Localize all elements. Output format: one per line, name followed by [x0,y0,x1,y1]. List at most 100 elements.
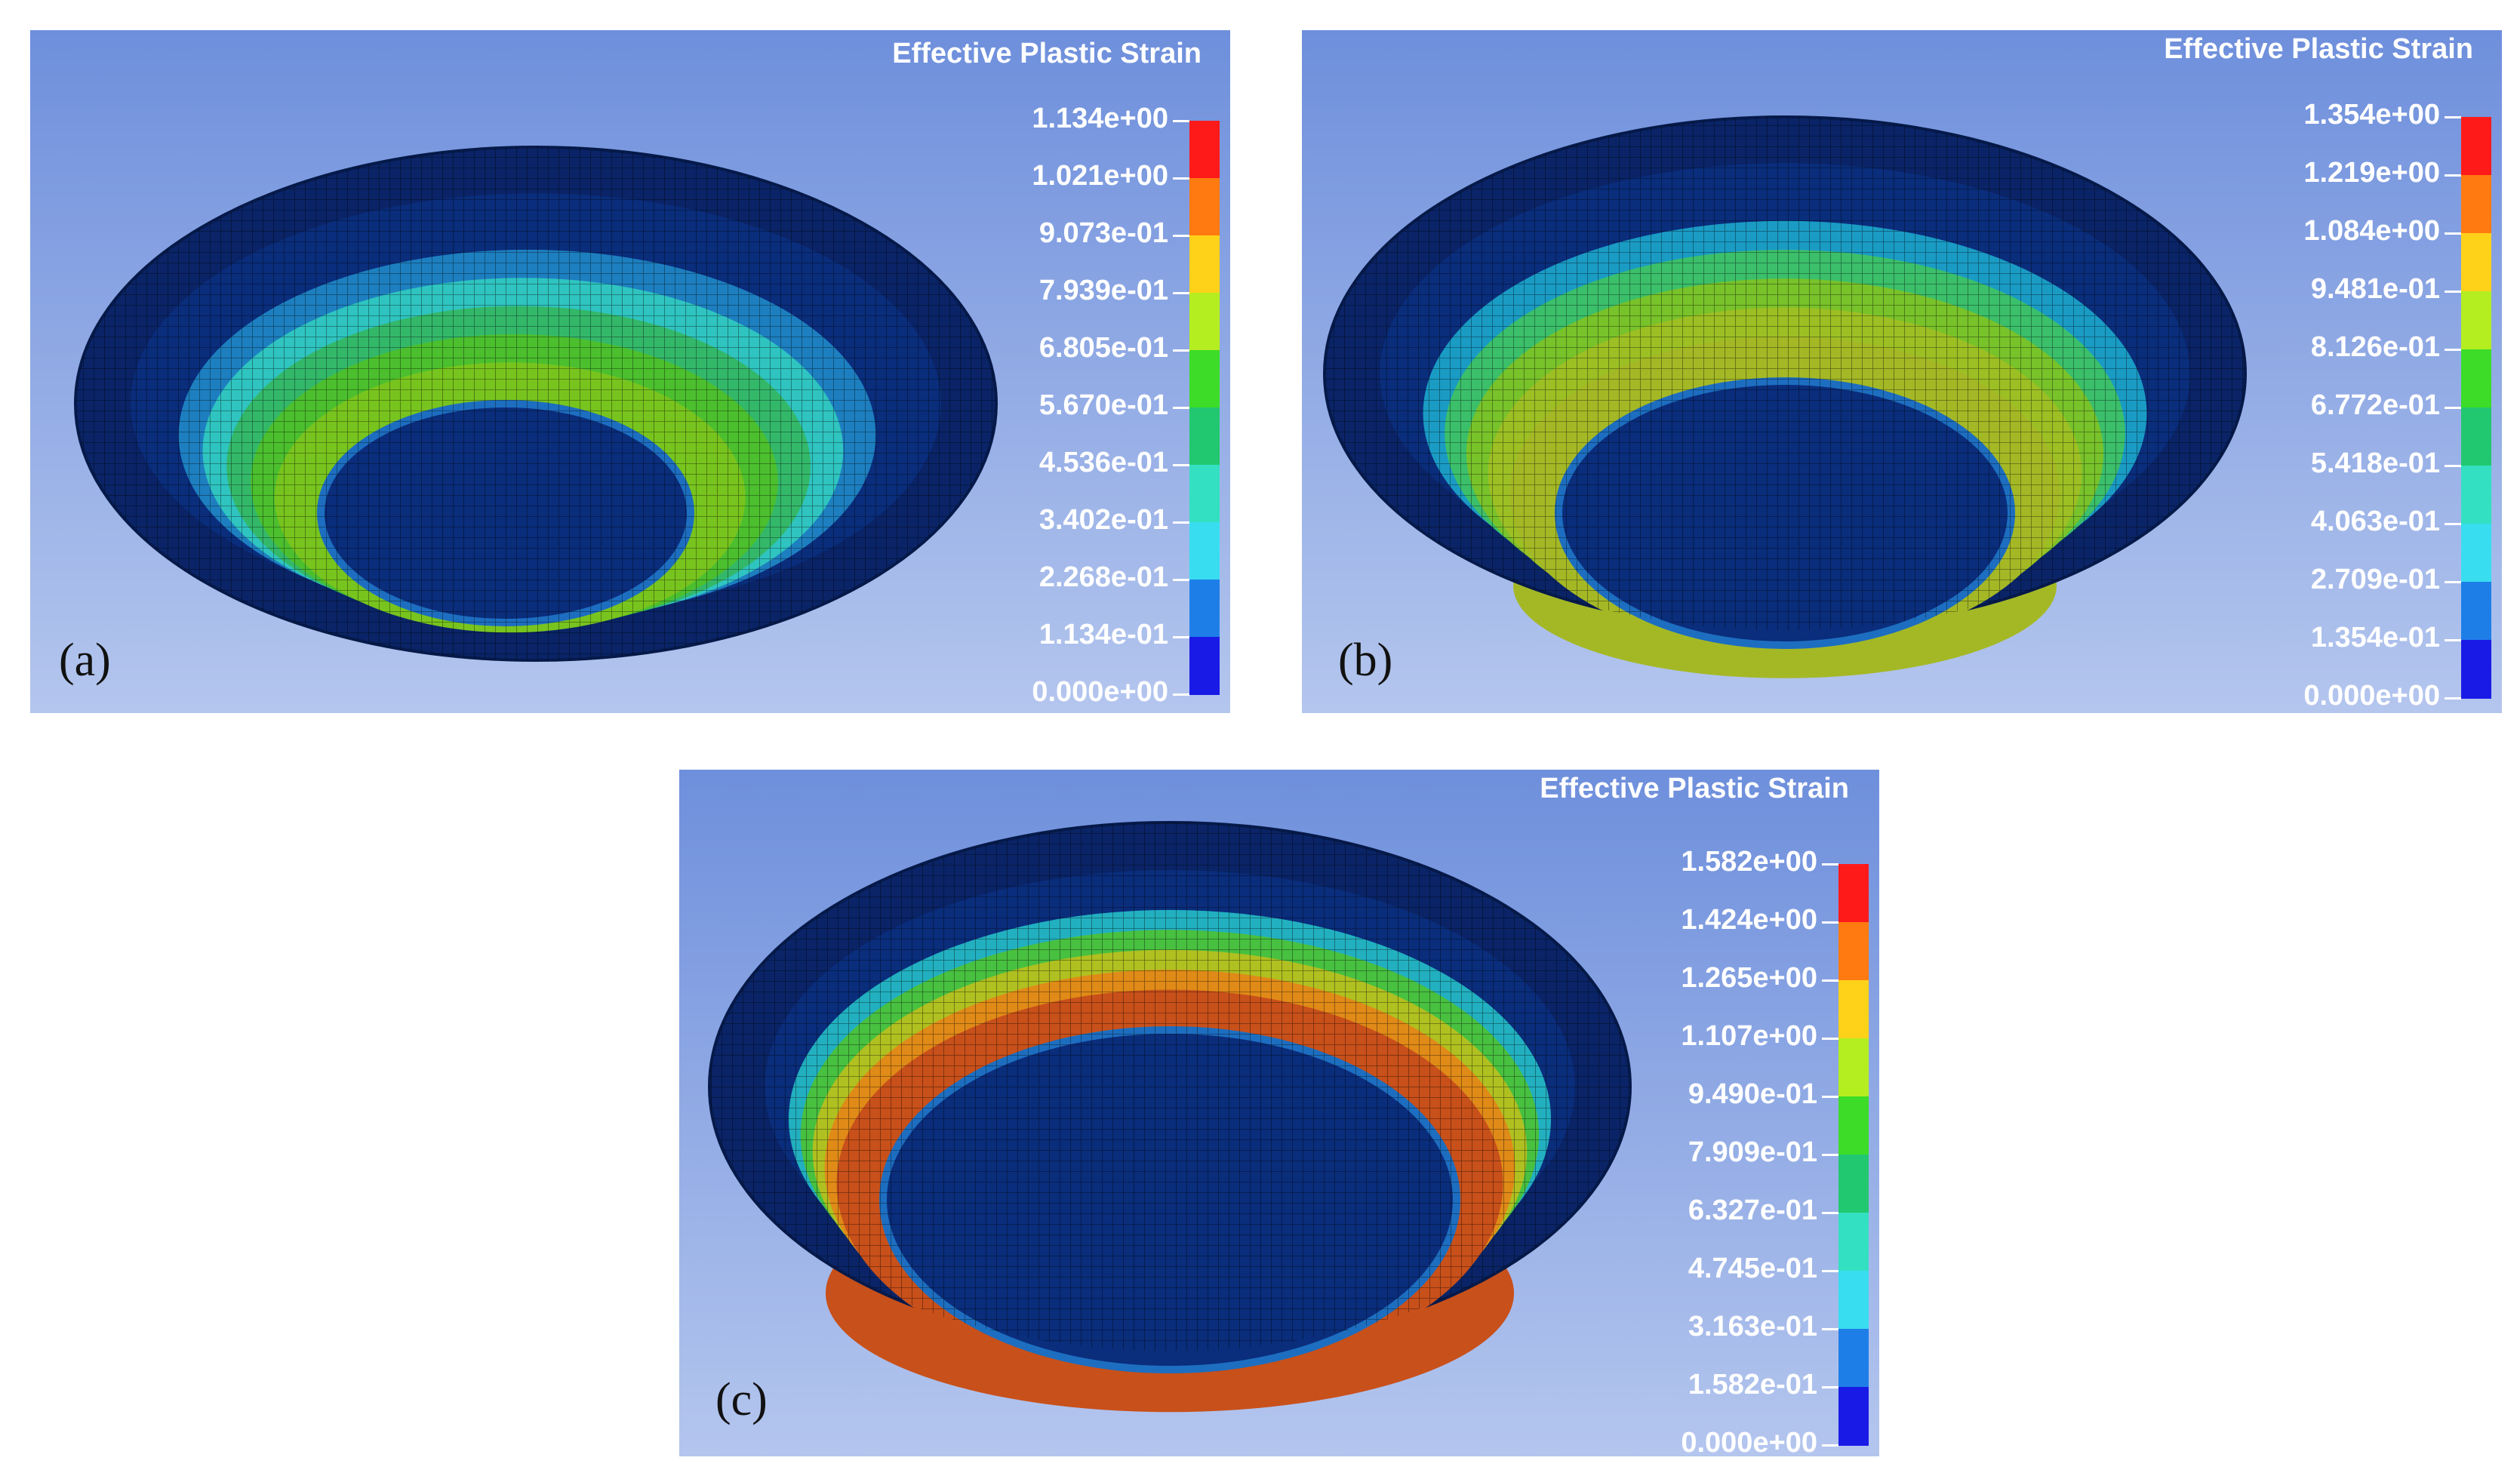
legend-swatch [1189,522,1220,580]
legend-value-label: 1.582e+00 [1681,846,1817,878]
legend-swatch [2461,117,2491,176]
legend-swatch [1838,864,1869,923]
legend-value-label: 1.084e+00 [2303,215,2440,247]
legend-tick [2445,697,2461,700]
legend-tick [1173,579,1189,581]
legend-value-label: 4.063e-01 [2310,506,2440,537]
color-scale-bar-a [1189,121,1220,695]
legend-swatch [1189,235,1220,294]
legend-value-label: 9.490e-01 [1688,1078,1817,1110]
legend-value-label: 6.805e-01 [1038,332,1168,364]
legend-tick [2445,349,2461,351]
legend-swatch [1189,637,1220,695]
legend-value-label: 5.418e-01 [2310,447,2440,479]
legend-swatch [1189,465,1220,523]
legend-tick [2445,639,2461,641]
legend-value-label: 1.354e-01 [2310,622,2440,653]
legend-value-label: 1.107e+00 [1681,1020,1817,1052]
legend-value-label: 8.126e-01 [2310,331,2440,363]
legend-swatch [1189,407,1220,466]
legend-value-label: 6.772e-01 [2310,389,2440,421]
legend-tick [2445,407,2461,409]
legend-value-label: 0.000e+00 [1681,1427,1817,1456]
legend-swatch [2461,407,2491,466]
legend-swatch [1838,922,1869,981]
legend-value-label: 9.481e-01 [2310,273,2440,305]
legend-tick [2445,291,2461,293]
legend-swatch [1838,1329,1869,1388]
legend-tick [1822,921,1838,924]
legend-swatch [1189,350,1220,408]
legend-value-label: 2.268e-01 [1038,561,1168,593]
strain-contour-plot-c [708,821,1632,1413]
legend-value-label: 4.536e-01 [1038,447,1168,478]
mesh-overlay [709,823,1630,1351]
panel-c: Effective Plastic Strain (c) 1.582e+00 1.… [679,770,1879,1456]
legend-swatch [2461,291,2491,350]
legend-title-b: Effective Plastic Strain [2164,33,2473,65]
legend-tick [1822,979,1838,982]
legend-tick [1173,120,1189,122]
legend-tick [1173,235,1189,237]
legend-tick [1173,464,1189,466]
mesh-overlay [75,147,996,660]
legend-value-label: 1.354e+00 [2303,99,2440,131]
legend-tick [1173,521,1189,524]
legend-value-label: 1.424e+00 [1681,904,1817,936]
legend-value-label: 0.000e+00 [1032,676,1168,708]
legend-swatch [1838,1155,1869,1213]
mesh-overlay [1325,117,2245,630]
legend-tick [1822,1212,1838,1214]
legend-tick [2445,581,2461,583]
panel-a: Effective Plastic Strain (a) 1.134e+00 1.… [30,30,1230,713]
panel-b: Effective Plastic Strain (b) 1.354e+00 1.… [1302,30,2502,713]
legend-tick [2445,174,2461,177]
legend-swatch [1838,980,1869,1039]
legend-swatch [2461,233,2491,292]
color-scale-bar-c [1838,864,1869,1446]
legend-tick [2445,523,2461,525]
legend-tick [1822,1386,1838,1388]
legend-swatch [2461,582,2491,641]
legend-value-label: 0.000e+00 [2303,680,2440,712]
legend-title-c: Effective Plastic Strain [1540,773,1849,804]
panel-tag-c: (c) [715,1374,768,1425]
legend-value-label: 2.709e-01 [2310,564,2440,595]
color-scale-bar-b [2461,117,2491,699]
legend-tick [1822,1096,1838,1098]
legend-tick [1173,636,1189,638]
legend-value-label: 1.134e+00 [1032,103,1168,134]
legend-value-label: 1.265e+00 [1681,962,1817,994]
legend-tick [1822,1038,1838,1040]
panel-tag-b: (b) [1338,635,1393,686]
legend-value-label: 9.073e-01 [1038,217,1168,249]
strain-contour-plot-b [1323,115,2247,678]
legend-value-label: 7.939e-01 [1038,275,1168,306]
legend-tick [2445,232,2461,235]
legend-value-label: 1.021e+00 [1032,160,1168,192]
legend-value-label: 1.219e+00 [2303,157,2440,189]
strain-contour-plot-a [74,146,998,662]
legend-tick [1173,693,1189,696]
legend-value-label: 5.670e-01 [1038,389,1168,421]
panel-tag-a: (a) [59,635,111,686]
legend-swatch [1189,293,1220,351]
legend-swatch [1189,178,1220,236]
legend-swatch [1838,1213,1869,1271]
legend-value-label: 6.327e-01 [1688,1195,1817,1226]
legend-swatch [2461,524,2491,583]
legend-swatch [2461,175,2491,234]
legend-swatch [1189,580,1220,638]
legend-swatch [2461,466,2491,524]
legend-value-label: 7.909e-01 [1688,1136,1817,1168]
legend-value-label: 3.402e-01 [1038,504,1168,536]
legend-swatch [2461,349,2491,408]
legend-tick [1822,1270,1838,1272]
legend-value-label: 1.582e-01 [1688,1369,1817,1401]
legend-tick [1173,177,1189,180]
legend-tick [1822,1328,1838,1330]
legend-value-label: 4.745e-01 [1688,1253,1817,1284]
legend-value-label: 1.134e-01 [1038,619,1168,650]
legend-tick [1822,1154,1838,1156]
legend-tick [2445,116,2461,118]
